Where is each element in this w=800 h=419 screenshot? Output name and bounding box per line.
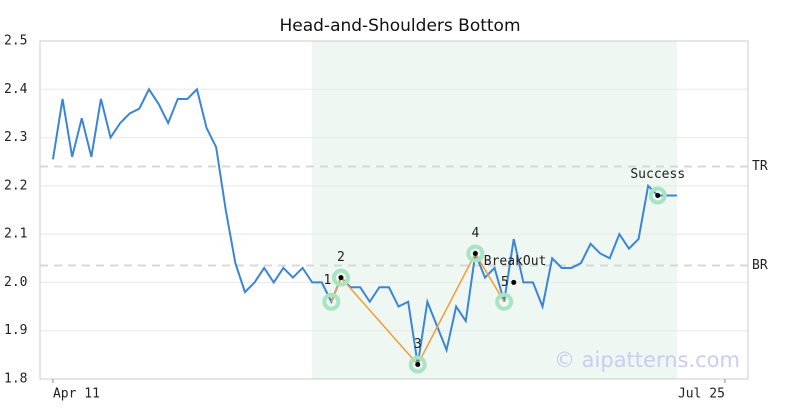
pattern-dot bbox=[338, 275, 344, 281]
success-label: Success bbox=[630, 167, 685, 182]
y-tick-label: 1.9 bbox=[4, 323, 27, 338]
success-dot bbox=[655, 193, 661, 199]
level-label: TR bbox=[752, 159, 768, 174]
pattern-point bbox=[466, 244, 485, 263]
pattern-point bbox=[408, 355, 427, 374]
y-tick-label: 2.5 bbox=[4, 34, 27, 49]
y-tick-label: 2.0 bbox=[4, 275, 27, 290]
success-point bbox=[648, 186, 667, 205]
pattern-label: 5 bbox=[501, 275, 509, 290]
pattern-label: 4 bbox=[471, 226, 479, 241]
y-tick-label: 2.3 bbox=[4, 130, 27, 145]
pattern-label: 3 bbox=[414, 337, 422, 352]
y-tick-label: 2.2 bbox=[4, 178, 27, 193]
price-line bbox=[51, 87, 677, 365]
pattern-dot bbox=[415, 362, 421, 368]
pattern-label: 2 bbox=[337, 250, 345, 265]
watermark: © aipatterns.com bbox=[554, 348, 740, 372]
plot-frame bbox=[39, 40, 749, 380]
y-tick-label: 1.8 bbox=[4, 372, 27, 387]
pattern-point bbox=[495, 292, 514, 311]
pattern-dot bbox=[472, 250, 478, 256]
pattern-point bbox=[331, 268, 350, 287]
chart-title: Head-and-Shoulders Bottom bbox=[279, 16, 520, 36]
y-tick-label: 2.4 bbox=[4, 82, 28, 97]
pattern-region bbox=[312, 41, 677, 379]
level-label: BR bbox=[752, 258, 768, 273]
pattern-point bbox=[322, 292, 341, 311]
breakout-dot bbox=[511, 279, 517, 285]
breakout-label: BreakOut bbox=[484, 254, 547, 269]
x-tick-label: Jul 25 bbox=[678, 387, 725, 402]
y-tick-label: 2.1 bbox=[4, 227, 27, 242]
x-tick-label: Apr 11 bbox=[53, 387, 100, 402]
pattern-label: 1 bbox=[324, 273, 332, 288]
